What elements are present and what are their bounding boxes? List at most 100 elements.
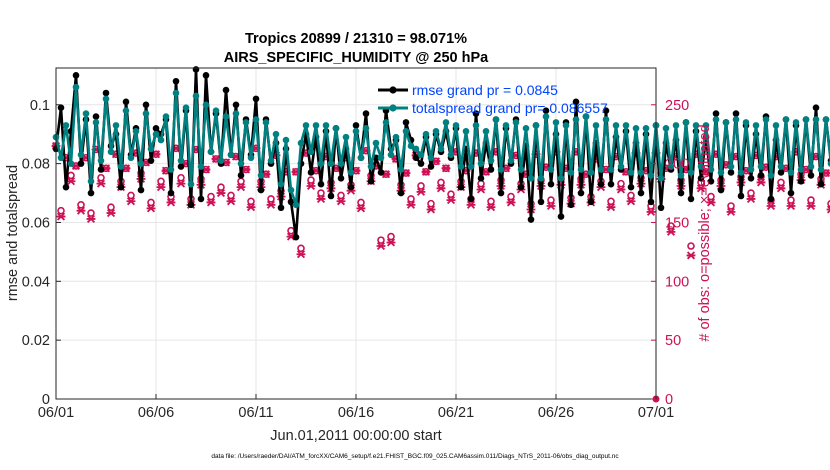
legend-rmse-label: rmse grand pr = 0.0845 bbox=[412, 82, 558, 98]
totalspread-point bbox=[597, 166, 605, 173]
totalspread-point bbox=[202, 101, 210, 109]
obs-possible-point bbox=[67, 171, 75, 180]
rmse-point bbox=[472, 110, 480, 117]
rmse-point bbox=[187, 201, 195, 209]
obs-evaluated-point bbox=[206, 198, 216, 207]
rmse-point bbox=[327, 192, 335, 200]
obs-evaluated-point bbox=[226, 197, 236, 206]
totalspread-point bbox=[367, 163, 375, 170]
totalspread-point bbox=[327, 160, 335, 167]
totalspread-point bbox=[822, 116, 830, 123]
totalspread-point bbox=[737, 169, 745, 176]
obs-possible-point bbox=[427, 199, 435, 208]
obs-evaluated-point bbox=[776, 184, 786, 193]
rmse-point bbox=[412, 154, 420, 162]
obs-evaluated-point bbox=[146, 204, 156, 213]
rmse-point bbox=[427, 163, 435, 170]
rmse-point bbox=[767, 195, 775, 203]
totalspread-point bbox=[197, 163, 205, 170]
totalspread-point bbox=[427, 154, 435, 162]
totalspread-point bbox=[552, 119, 560, 126]
rmse-point bbox=[177, 163, 185, 170]
obs-evaluated-point bbox=[76, 206, 86, 215]
rmse-point bbox=[367, 177, 375, 185]
obs-possible-point bbox=[157, 177, 165, 186]
totalspread-point bbox=[267, 157, 275, 164]
totalspread-point bbox=[77, 151, 85, 159]
obs-evaluated-point bbox=[246, 203, 256, 212]
totalspread-point bbox=[117, 163, 125, 170]
totalspread-point bbox=[147, 145, 155, 153]
totalspread-point bbox=[417, 151, 425, 159]
rmse-point bbox=[597, 180, 605, 188]
obs-possible-point bbox=[487, 197, 495, 206]
rmse-point bbox=[397, 189, 405, 197]
totalspread-point bbox=[172, 89, 180, 97]
rmse-point bbox=[257, 186, 265, 194]
totalspread-point bbox=[577, 166, 585, 173]
totalspread-point bbox=[617, 163, 625, 170]
rmse-point bbox=[232, 101, 240, 109]
totalspread-point bbox=[162, 113, 170, 120]
rmse-point bbox=[602, 107, 610, 114]
x-tick-label: 06/26 bbox=[538, 405, 574, 421]
totalspread-point bbox=[492, 116, 500, 123]
totalspread-point bbox=[462, 127, 470, 135]
totalspread-point bbox=[157, 136, 165, 144]
totalspread-point bbox=[607, 166, 615, 173]
y-tick-label: 0.02 bbox=[22, 333, 50, 349]
totalspread-point bbox=[662, 125, 670, 132]
rmse-point bbox=[202, 72, 210, 79]
totalspread-point bbox=[357, 154, 365, 162]
totalspread-point bbox=[347, 169, 355, 176]
totalspread-point bbox=[247, 154, 255, 162]
data-file-note: data file: /Users/raeder/DAI/ATM_forcXX/… bbox=[211, 453, 619, 460]
totalspread-point bbox=[472, 122, 480, 129]
legend: rmse grand pr = 0.0845 totalspread grand… bbox=[378, 82, 608, 116]
y-tick-label: 0.08 bbox=[22, 157, 50, 173]
totalspread-point bbox=[727, 163, 735, 170]
totalspread-point bbox=[777, 163, 785, 170]
totalspread-point bbox=[752, 122, 760, 129]
totalspread-point bbox=[692, 122, 700, 129]
totalspread-point bbox=[142, 110, 150, 117]
totalspread-point bbox=[587, 169, 595, 176]
obs-possible-point bbox=[107, 203, 115, 211]
totalspread-point bbox=[602, 116, 610, 123]
rmse-point bbox=[142, 101, 150, 109]
rmse-point bbox=[542, 107, 550, 114]
totalspread-point bbox=[137, 160, 145, 167]
x-tick-label: 06/01 bbox=[38, 405, 74, 421]
obs-evaluated-point bbox=[626, 197, 636, 206]
obs-possible-point bbox=[57, 206, 65, 215]
legend-rmse-marker bbox=[389, 86, 397, 94]
obs-evaluated-point bbox=[166, 198, 176, 207]
totalspread-point bbox=[222, 113, 230, 120]
totalspread-point bbox=[92, 119, 100, 126]
rmse-point bbox=[717, 186, 725, 194]
totalspread-point bbox=[282, 136, 290, 144]
totalspread-point bbox=[562, 122, 570, 129]
obs-possible-point bbox=[627, 191, 635, 200]
rmse-point bbox=[527, 216, 535, 223]
rmse-point bbox=[637, 189, 645, 197]
obs-evaluated-point bbox=[446, 196, 456, 205]
totalspread-point bbox=[482, 127, 490, 135]
chart-title: Tropics 20899 / 21310 = 98.071% bbox=[245, 31, 467, 47]
x-tick-label: 06/16 bbox=[338, 405, 374, 421]
obs-evaluated-point bbox=[296, 250, 306, 259]
totalspread-point bbox=[532, 122, 540, 129]
obs-evaluated-point bbox=[306, 181, 316, 191]
totalspread-point bbox=[732, 116, 740, 123]
totalspread-point bbox=[227, 151, 235, 159]
rmse-point bbox=[252, 95, 260, 103]
totalspread-point bbox=[557, 175, 565, 182]
obs-possible-point bbox=[707, 192, 715, 201]
rmse-point bbox=[92, 113, 100, 120]
totalspread-point bbox=[407, 142, 415, 150]
rmse-point bbox=[797, 177, 805, 185]
totalspread-point bbox=[622, 122, 630, 129]
totalspread-point bbox=[232, 110, 240, 117]
obs-possible-point bbox=[97, 173, 105, 182]
rmse-point bbox=[352, 122, 360, 129]
